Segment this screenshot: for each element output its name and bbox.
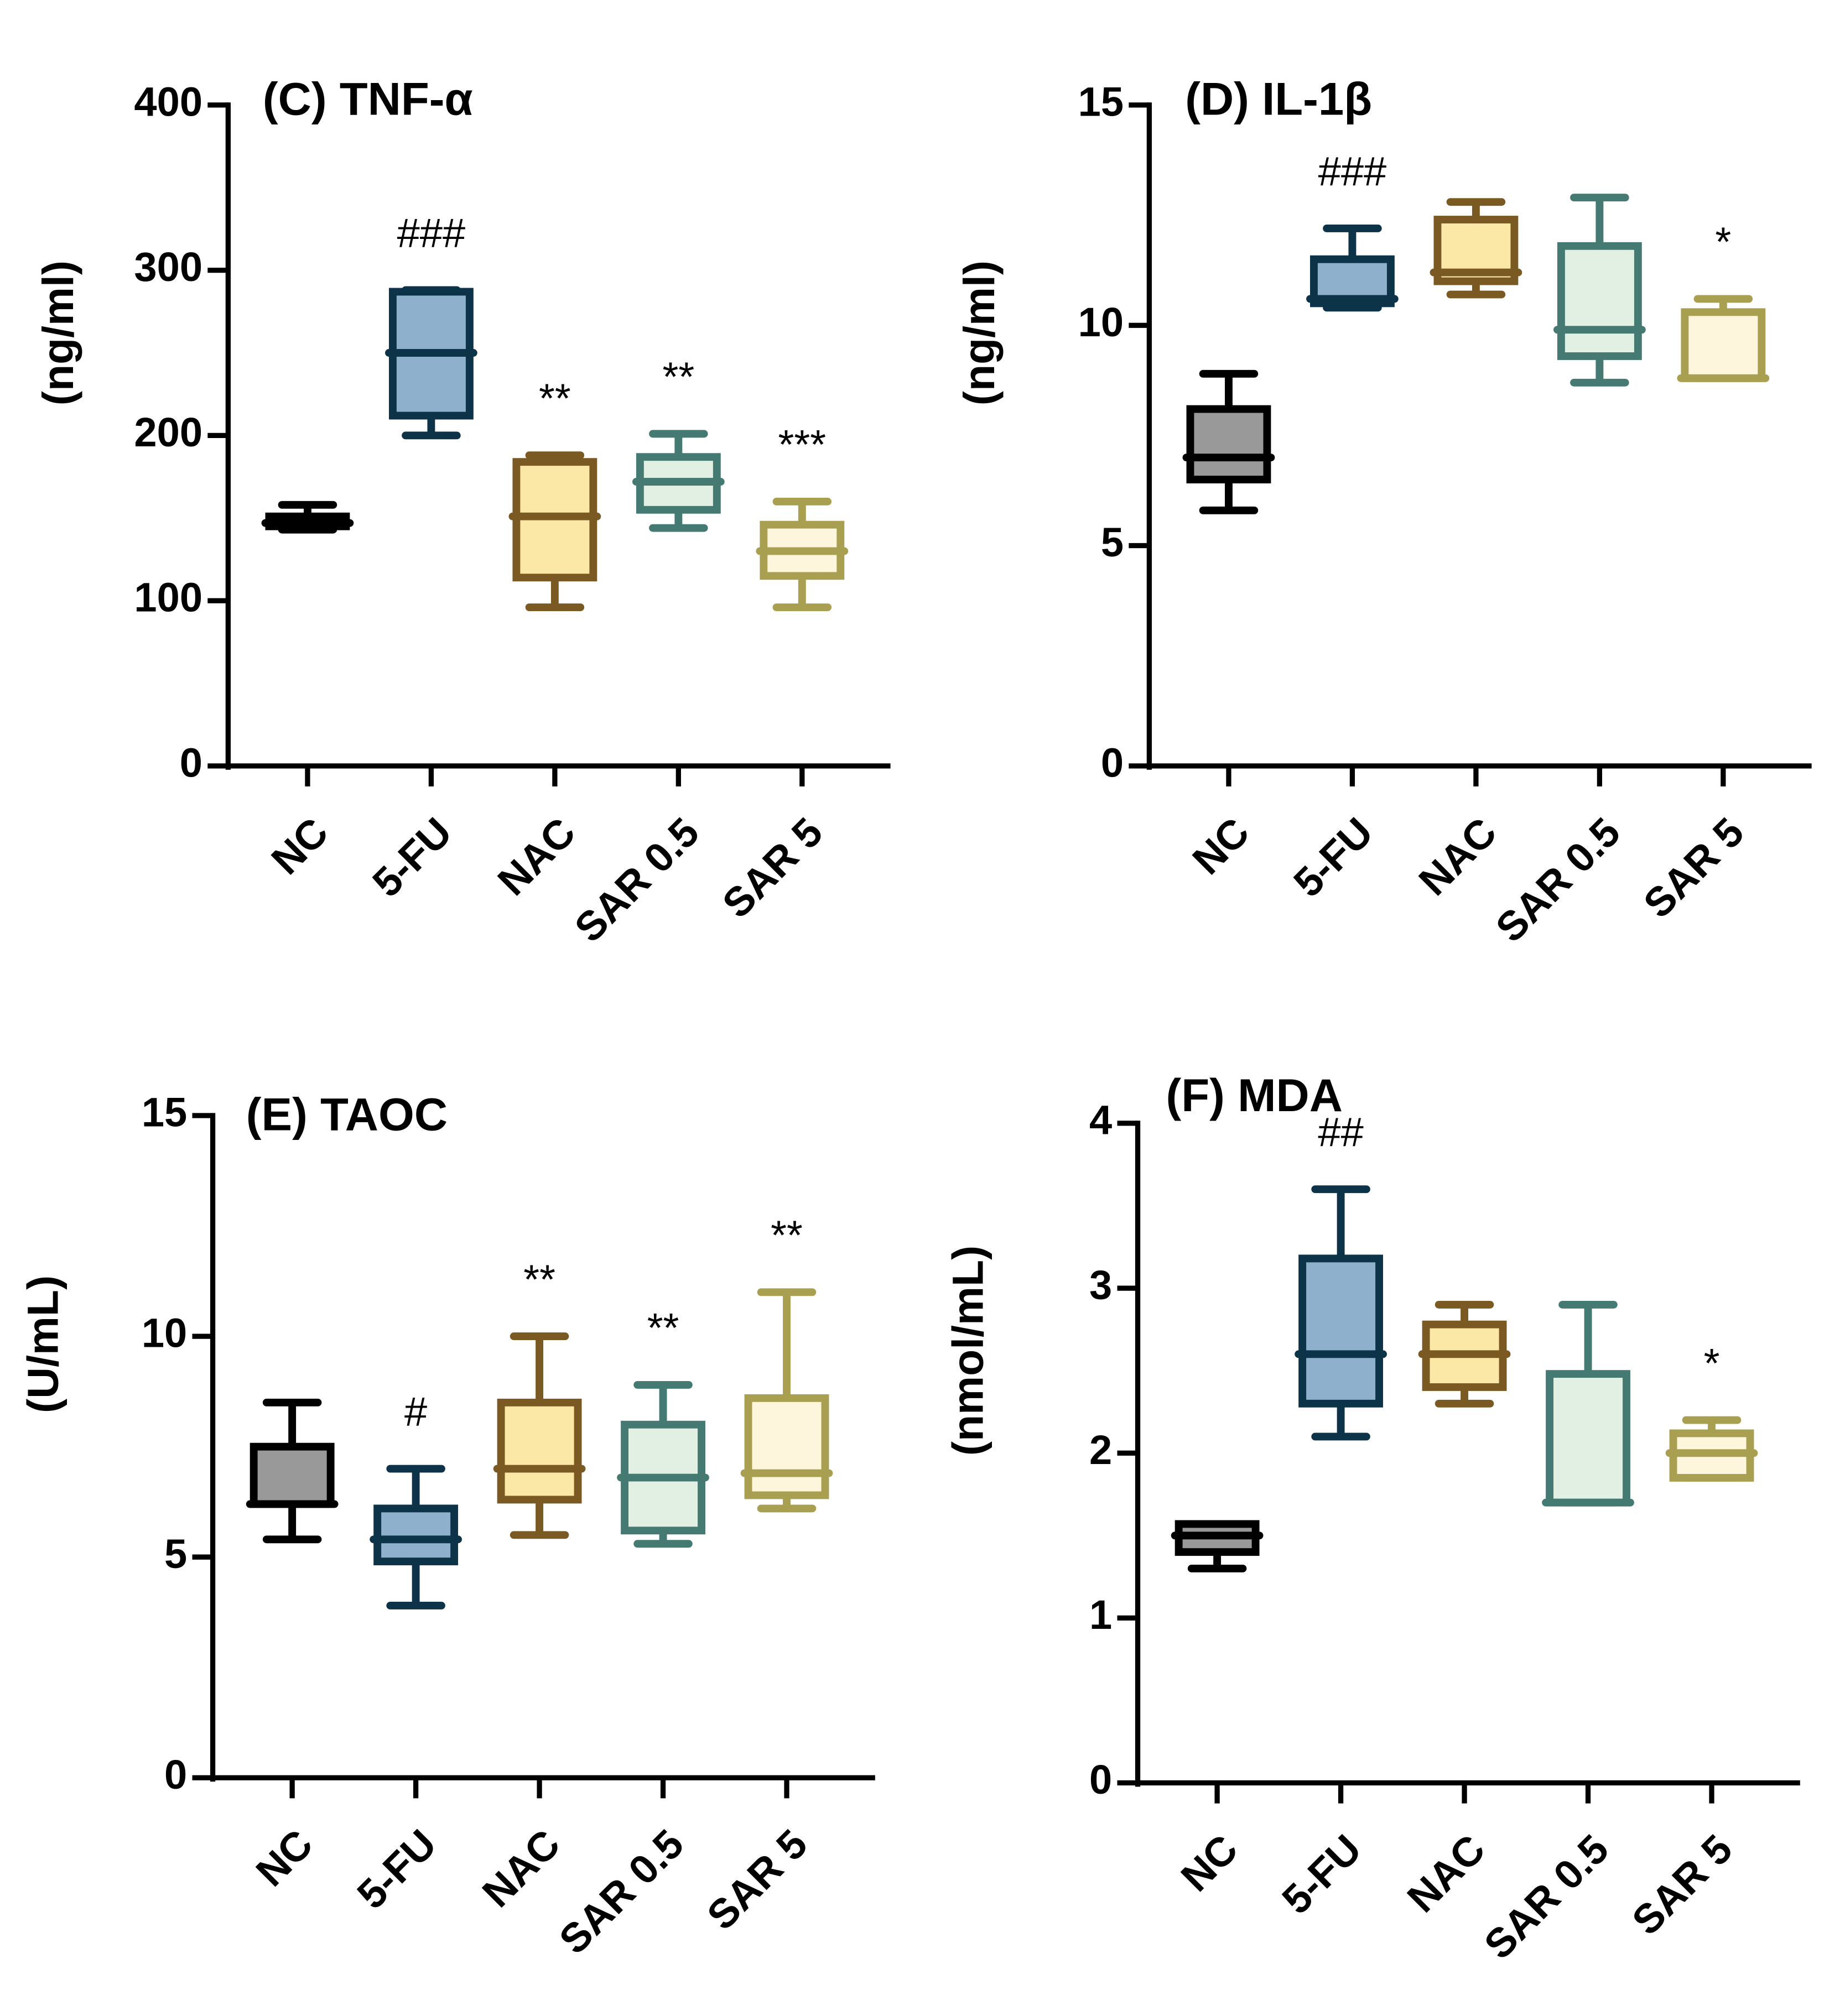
x-tick-label: 5-FU (348, 1821, 445, 1918)
x-tick-label: 5-FU (1273, 1826, 1370, 1923)
chart-title: (F) MDA (1166, 1070, 1342, 1121)
significance-label: ### (1318, 148, 1387, 194)
x-tick-label: SAR 5 (714, 809, 831, 926)
significance-label: # (404, 1389, 427, 1435)
panel: (E) TAOC (U/mL) 0 5 10 15 NC 5-FU # NAC ** SAR 0.5 *… (18, 1089, 875, 1963)
x-tick-label: SAR 0.5 (1475, 1826, 1618, 1968)
chart-title: (C) TNF-α (263, 73, 473, 124)
box (1681, 308, 1766, 382)
x-tick-label: NAC (1410, 809, 1505, 904)
y-tick-label: 15 (1078, 79, 1124, 124)
x-tick-label: NC (1172, 1826, 1246, 1900)
panel: (C) TNF-α (ng/ml) 0 100 200 300 400 NC 5-FU ### NA… (34, 73, 891, 951)
y-tick-label: 0 (180, 739, 202, 785)
y-tick-label: 0 (1101, 739, 1124, 785)
significance-label: ** (647, 1305, 679, 1351)
y-tick-label: 200 (134, 409, 202, 455)
x-tick-label: SAR 0.5 (1487, 809, 1629, 951)
y-tick-label: 10 (142, 1310, 187, 1356)
significance-label: ** (523, 1256, 555, 1302)
significance-label: ** (771, 1212, 803, 1258)
y-tick-label: 400 (134, 79, 202, 124)
y-tick-label: 15 (142, 1090, 187, 1135)
y-axis-label: (ng/ml) (955, 261, 1004, 405)
x-tick-label: 5-FU (1285, 809, 1381, 905)
box (1546, 1370, 1630, 1507)
chart-title: (E) TAOC (246, 1089, 448, 1140)
x-tick-label: 5-FU (363, 809, 460, 905)
y-axis-label: (ng/ml) (34, 261, 82, 405)
x-tick-label: SAR 5 (698, 1821, 816, 1939)
y-tick-label: 3 (1089, 1262, 1112, 1308)
chart-title: (D) IL-1β (1185, 73, 1372, 124)
box (744, 1394, 829, 1499)
x-tick-label: SAR 5 (1635, 809, 1753, 926)
y-tick-label: 0 (164, 1752, 187, 1798)
y-tick-label: 100 (134, 575, 202, 621)
significance-label: * (1715, 219, 1731, 265)
y-axis-label: (nmol/mL) (943, 1246, 992, 1456)
y-tick-label: 5 (164, 1531, 187, 1577)
box (497, 1398, 582, 1504)
significance-label: ** (663, 354, 695, 400)
y-tick-label: 4 (1089, 1097, 1112, 1143)
x-tick-label: NC (263, 809, 337, 883)
significance-label: ** (539, 376, 571, 421)
x-tick-label: NC (247, 1821, 321, 1895)
box (1557, 242, 1642, 360)
y-tick-label: 300 (134, 244, 202, 290)
y-tick-label: 10 (1078, 299, 1124, 345)
box (373, 1504, 459, 1566)
y-tick-label: 2 (1089, 1427, 1112, 1473)
significance-label: ### (397, 210, 466, 256)
x-tick-label: NC (1184, 809, 1258, 883)
x-tick-label: NAC (474, 1821, 569, 1916)
x-tick-label: SAR 5 (1623, 1826, 1741, 1944)
box (1298, 1254, 1384, 1408)
y-axis-label: (U/mL) (18, 1275, 67, 1413)
significance-label: ## (1318, 1109, 1363, 1155)
y-tick-label: 0 (1089, 1757, 1112, 1803)
x-tick-label: NAC (1399, 1826, 1494, 1921)
y-tick-label: 1 (1089, 1592, 1112, 1638)
significance-label: *** (778, 421, 827, 467)
x-tick-label: SAR 0.5 (566, 809, 708, 951)
x-tick-label: NAC (489, 809, 584, 904)
x-tick-label: SAR 0.5 (550, 1821, 693, 1963)
y-tick-label: 5 (1101, 519, 1124, 565)
box (250, 1442, 335, 1508)
significance-label: * (1704, 1340, 1720, 1386)
box (1186, 405, 1271, 483)
